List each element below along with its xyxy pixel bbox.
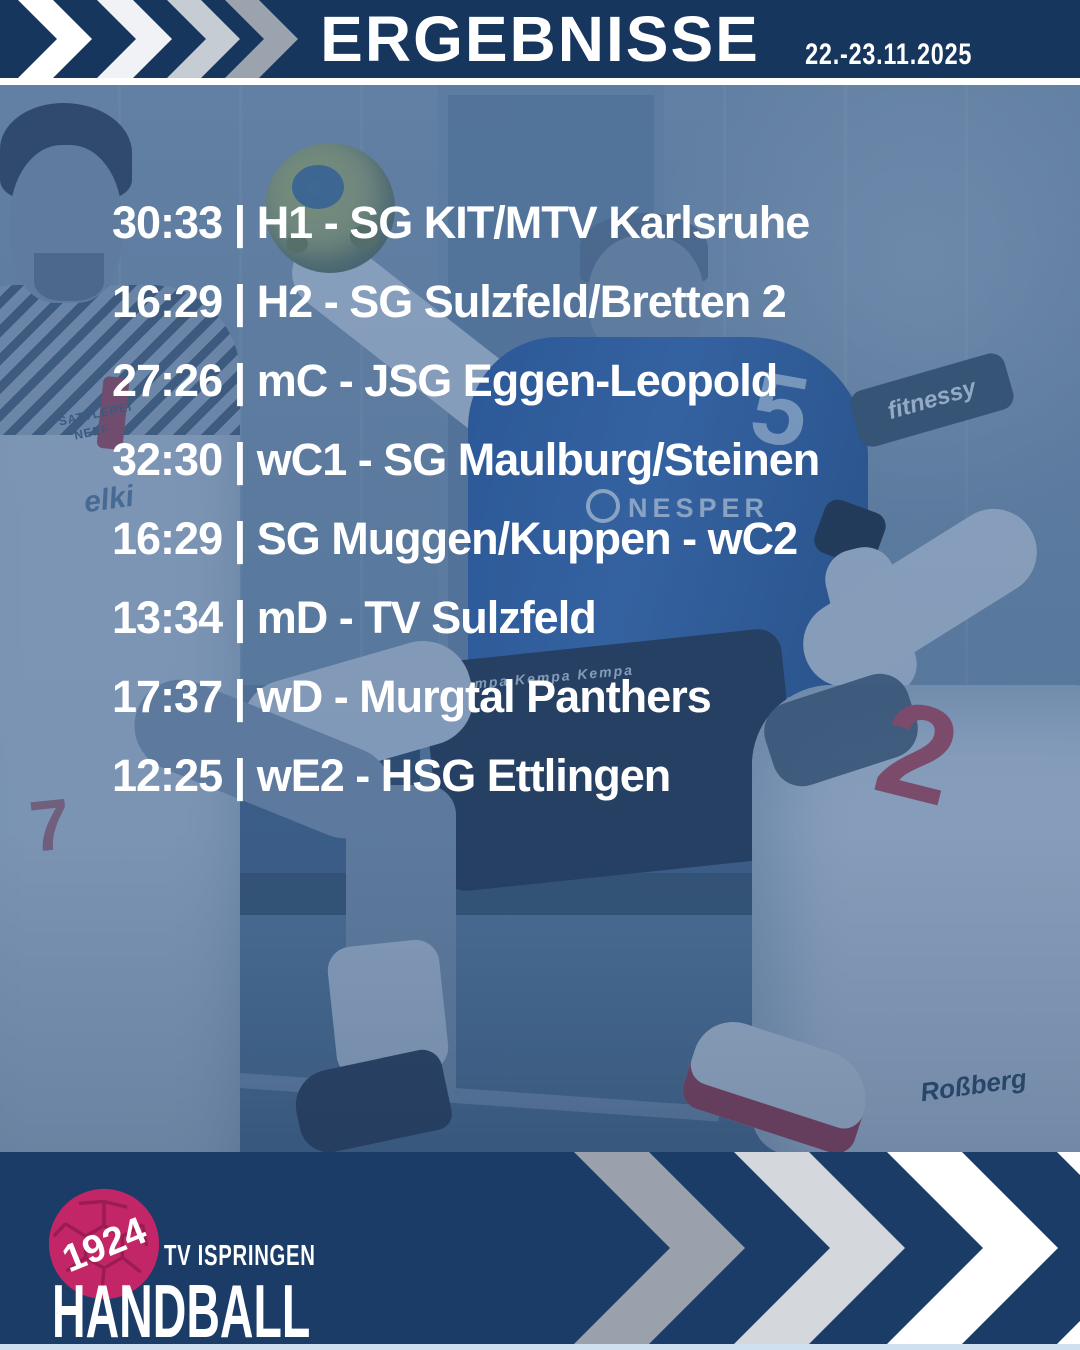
- result-line: 32:30 | wC1 - SG Maulburg/Steinen: [112, 434, 820, 485]
- logo-ball-circle: [48, 1188, 160, 1300]
- background-photo: SATTLEREI NEEF elki 7 5 NESPER Kempa Kem…: [0, 85, 1080, 1152]
- chevron-right-icon: [18, 0, 92, 78]
- club-logo-handball: 1924: [48, 1188, 160, 1300]
- result-line: 30:33 | H1 - SG KIT/MTV Karlsruhe: [112, 197, 810, 248]
- result-line: 27:26 | mC - JSG Eggen-Leopold: [112, 355, 778, 406]
- chevron-right-icon: [1057, 1152, 1080, 1344]
- chevron-right-icon: [574, 1152, 745, 1344]
- result-line: 17:37 | wD - Murgtal Panthers: [112, 671, 712, 722]
- page-title: ERGEBNISSE: [320, 3, 760, 75]
- footer-banner: 1924 TV ISPRINGEN HANDBALL: [0, 1152, 1080, 1350]
- date-range: 22.-23.11.2025: [804, 38, 972, 71]
- chevron-right-icon: [167, 0, 240, 78]
- top-banner: ERGEBNISSE 22.-23.11.2025: [0, 0, 1080, 85]
- chevrons-right-icon: [574, 1152, 1080, 1344]
- club-section: HANDBALL: [52, 1269, 311, 1350]
- result-line: 16:29 | SG Muggen/Kuppen - wC2: [112, 513, 798, 564]
- result-line: 13:34 | mD - TV Sulzfeld: [112, 592, 597, 643]
- chevron-right-icon: [225, 0, 298, 78]
- chevron-right-icon: [97, 0, 172, 78]
- result-line: 12:25 | wE2 - HSG Ettlingen: [112, 750, 671, 801]
- logo-ball-seams: [52, 1199, 149, 1291]
- results-list: 30:33 | H1 - SG KIT/MTV Karlsruhe 16:29 |…: [112, 183, 820, 815]
- club-name: TV ISPRINGEN: [164, 1240, 316, 1272]
- chevrons-right-icon: [18, 0, 298, 78]
- result-line: 16:29 | H2 - SG Sulzfeld/Bretten 2: [112, 276, 787, 327]
- chevron-right-icon: [887, 1152, 1058, 1344]
- chevron-right-icon: [734, 1152, 905, 1344]
- blue-overlay: [0, 85, 1080, 1152]
